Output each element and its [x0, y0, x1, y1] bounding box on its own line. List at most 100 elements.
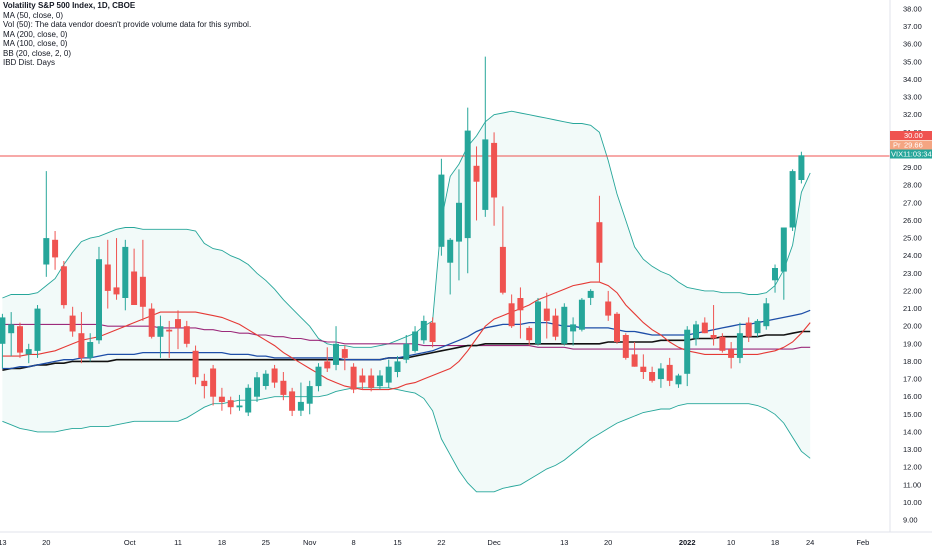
candle[interactable] [87, 333, 94, 362]
candle[interactable] [614, 312, 620, 344]
candle[interactable] [464, 107, 471, 274]
candle[interactable] [798, 151, 805, 184]
candle[interactable] [69, 306, 76, 337]
candle[interactable] [570, 317, 577, 346]
candle[interactable] [0, 313, 6, 369]
candle[interactable] [324, 347, 331, 372]
candle[interactable] [763, 297, 770, 330]
candle[interactable] [684, 326, 691, 387]
candle[interactable] [350, 363, 357, 394]
candle[interactable] [157, 315, 164, 358]
candle[interactable] [236, 394, 243, 411]
candle[interactable] [394, 356, 401, 378]
candle[interactable] [772, 264, 778, 293]
candle[interactable] [245, 384, 252, 417]
candle[interactable] [412, 326, 419, 353]
candle[interactable] [96, 246, 102, 344]
candle[interactable] [473, 146, 480, 221]
candle[interactable] [376, 370, 383, 390]
candle[interactable] [403, 334, 410, 364]
y-axis-ticks[interactable]: 9.00 10.00 11.00 12.00 13.00 14.00 15.00 16.00 1… [903, 5, 922, 525]
candle[interactable] [34, 305, 41, 358]
candle[interactable] [148, 303, 155, 339]
candle[interactable] [113, 238, 120, 300]
candle[interactable] [280, 371, 287, 401]
x-axis-ticks[interactable]: 13 20 Oct 11 18 25 Nov 8 15 22 Dec 13 20 2022 10 18 24 Fe… [0, 538, 869, 547]
candle[interactable] [693, 320, 699, 346]
candle[interactable] [201, 373, 208, 399]
candles[interactable] [0, 56, 805, 417]
candle[interactable] [719, 333, 726, 353]
candle[interactable] [561, 303, 568, 346]
candle[interactable] [526, 326, 533, 346]
candle[interactable] [745, 317, 752, 343]
candle[interactable] [543, 292, 550, 339]
candle[interactable] [728, 342, 735, 369]
candle[interactable] [780, 227, 787, 300]
candle[interactable] [262, 370, 269, 390]
candle[interactable] [701, 317, 708, 334]
candle[interactable] [166, 320, 173, 358]
candle-body [78, 333, 85, 358]
candle[interactable] [218, 387, 225, 411]
candle[interactable] [368, 368, 375, 392]
candle[interactable] [666, 357, 673, 387]
candle[interactable] [508, 294, 515, 328]
candle[interactable] [578, 297, 585, 332]
candle[interactable] [25, 343, 32, 364]
candle[interactable] [631, 342, 638, 367]
candle[interactable] [289, 387, 296, 417]
candle[interactable] [499, 206, 506, 295]
candle[interactable] [429, 317, 436, 348]
candle[interactable] [315, 363, 322, 392]
candle[interactable] [438, 158, 445, 256]
candle[interactable] [736, 322, 743, 364]
candle[interactable] [385, 359, 392, 388]
candle[interactable] [710, 305, 717, 346]
candle[interactable] [8, 312, 15, 357]
candle[interactable] [605, 290, 612, 321]
candle[interactable] [482, 56, 489, 217]
candle[interactable] [183, 320, 190, 348]
candle[interactable] [341, 345, 348, 371]
candle[interactable] [60, 260, 67, 309]
candle[interactable] [175, 310, 181, 350]
candle[interactable] [78, 312, 85, 364]
candle-body [491, 142, 498, 198]
candle[interactable] [333, 326, 339, 371]
candle[interactable] [649, 366, 656, 383]
candle[interactable] [596, 195, 603, 283]
candle[interactable] [43, 171, 50, 277]
candle[interactable] [139, 239, 146, 321]
candle[interactable] [192, 345, 199, 385]
candle[interactable] [517, 287, 524, 339]
candle[interactable] [210, 364, 217, 406]
candle[interactable] [297, 382, 304, 417]
candle[interactable] [491, 132, 498, 226]
candle[interactable] [456, 169, 462, 281]
candle[interactable] [754, 319, 761, 337]
candle[interactable] [447, 238, 454, 295]
candle[interactable] [552, 308, 559, 341]
candle[interactable] [254, 371, 260, 402]
candle[interactable] [535, 297, 541, 346]
candle[interactable] [52, 231, 59, 270]
candle[interactable] [131, 248, 138, 305]
candle[interactable] [122, 239, 129, 311]
candle[interactable] [306, 380, 313, 415]
candle[interactable] [587, 289, 594, 306]
candle[interactable] [104, 239, 111, 309]
candle[interactable] [359, 368, 366, 390]
candle-body [52, 239, 59, 258]
candle[interactable] [271, 364, 278, 388]
candle-body [210, 368, 217, 397]
candle[interactable] [227, 396, 234, 415]
candle[interactable] [789, 169, 796, 232]
candle[interactable] [640, 354, 647, 380]
candle[interactable] [675, 373, 682, 388]
candle[interactable] [622, 333, 629, 360]
candle[interactable] [420, 315, 427, 344]
candle[interactable] [657, 363, 664, 388]
candle[interactable] [17, 322, 23, 358]
